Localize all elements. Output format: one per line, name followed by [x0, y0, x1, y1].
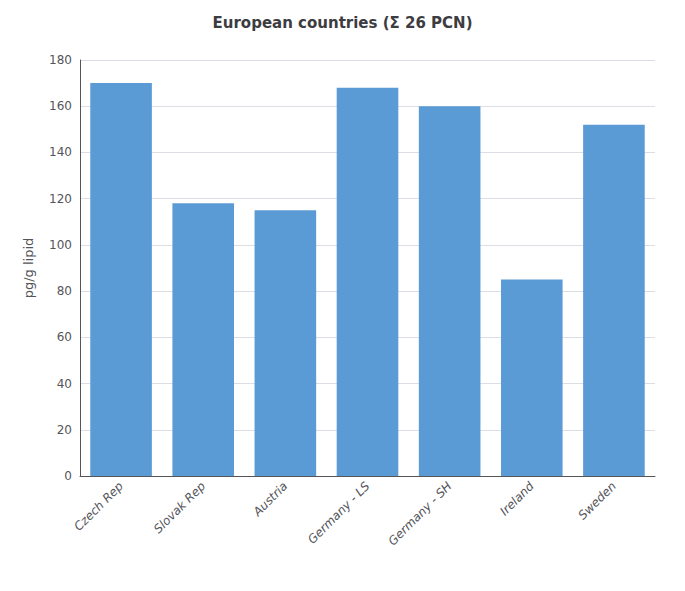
svg-text:Sweden: Sweden — [575, 479, 618, 522]
svg-text:80: 80 — [57, 284, 72, 298]
svg-text:Germany - SH: Germany - SH — [385, 479, 454, 548]
svg-text:Ireland: Ireland — [497, 479, 537, 519]
svg-text:Czech Rep: Czech Rep — [71, 479, 126, 534]
svg-text:Slovak Rep: Slovak Rep — [151, 479, 208, 536]
svg-text:Germany - LS: Germany - LS — [305, 479, 373, 547]
svg-text:140: 140 — [49, 145, 72, 159]
svg-text:40: 40 — [57, 377, 72, 391]
svg-text:pg/g lipid: pg/g lipid — [21, 238, 36, 299]
svg-text:60: 60 — [57, 330, 72, 344]
svg-text:0: 0 — [64, 469, 72, 483]
svg-text:100: 100 — [49, 238, 72, 252]
svg-text:160: 160 — [49, 99, 72, 113]
svg-text:120: 120 — [49, 192, 72, 206]
svg-text:20: 20 — [57, 423, 72, 437]
svg-text:European countries (Σ 26 PCN): European countries (Σ 26 PCN) — [213, 14, 473, 32]
svg-text:Austria: Austria — [250, 479, 291, 520]
svg-text:180: 180 — [49, 53, 72, 67]
